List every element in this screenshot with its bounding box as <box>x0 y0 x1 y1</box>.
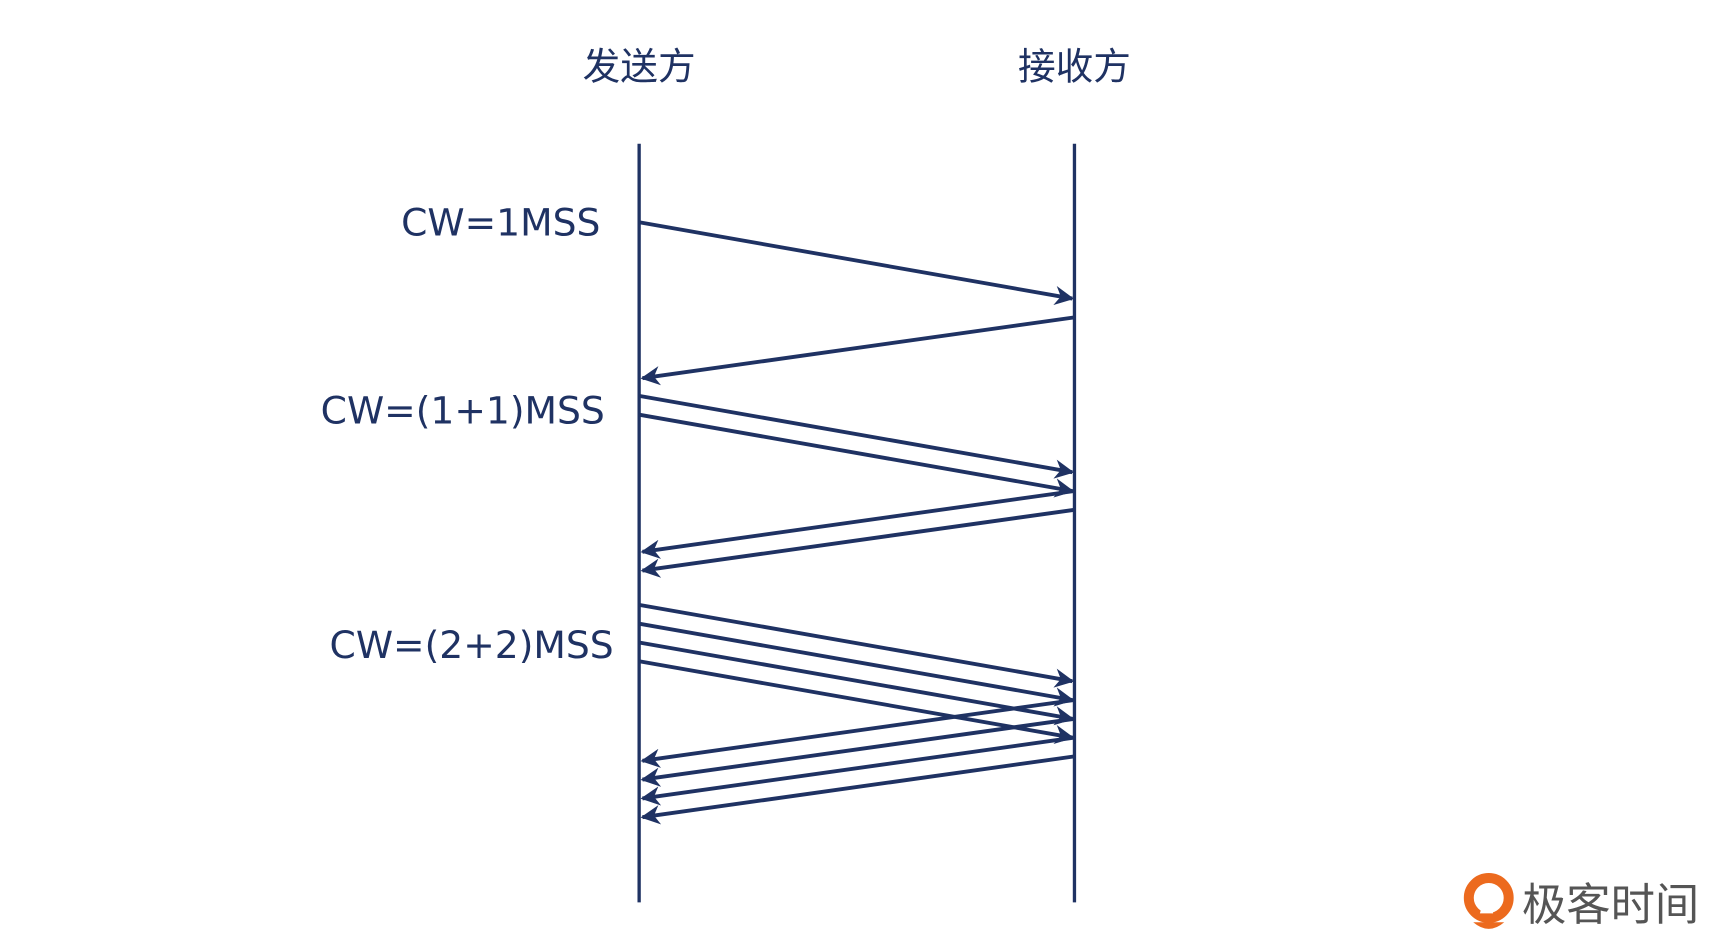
ack-arrow <box>640 716 1075 787</box>
segment-arrow <box>638 621 1075 707</box>
congestion-window-label: CW=1MSS <box>401 201 600 245</box>
segment-arrow <box>638 393 1075 479</box>
sender-label: 发送方 <box>583 45 696 89</box>
congestion-window-label: CW=(2+2)MSS <box>330 623 614 667</box>
logo-text: 极客时间 <box>1522 880 1699 931</box>
ack-arrow <box>640 698 1075 768</box>
segment-arrow <box>638 602 1075 688</box>
logo-icon <box>1463 873 1514 929</box>
ack-arrow <box>640 315 1075 386</box>
ack-arrow <box>640 489 1075 559</box>
segment-arrow <box>638 659 1075 745</box>
ack-arrow <box>640 507 1075 578</box>
segment-arrow <box>638 412 1075 498</box>
receiver-label: 接收方 <box>1018 45 1131 89</box>
segment-arrow <box>638 640 1075 726</box>
ack-arrow <box>640 735 1075 806</box>
logo: 极客时间 <box>1463 873 1699 931</box>
ack-arrow <box>640 754 1075 825</box>
congestion-window-label: CW=(1+1)MSS <box>321 389 605 433</box>
segment-arrow <box>638 220 1075 306</box>
